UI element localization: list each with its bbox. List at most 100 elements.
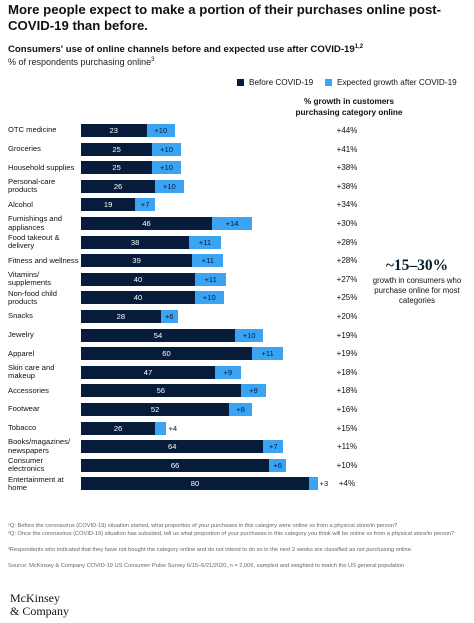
- bar-growth-value: +10: [242, 330, 256, 340]
- category-label: Snacks: [8, 311, 33, 321]
- bar-before-value: 38: [130, 237, 140, 247]
- bar-before-covid: [81, 384, 241, 398]
- bar-growth-value: +10: [160, 144, 173, 154]
- bar-before-value: 40: [133, 274, 143, 284]
- growth-percent: +25%: [336, 293, 358, 303]
- bar-growth-value: +8: [236, 405, 245, 414]
- bar-before-covid: [81, 142, 153, 156]
- growth-column-header: % growth in customers purchasing categor…: [295, 97, 403, 117]
- bar-before-covid: [81, 403, 230, 416]
- bar-before-value: 25: [112, 163, 121, 173]
- bar-growth-value: +10: [160, 163, 173, 173]
- bar-expected-growth: [252, 347, 284, 361]
- category-label: Household supplies: [8, 162, 75, 172]
- growth-percent: +19%: [336, 349, 358, 359]
- bar-before-covid: [81, 310, 161, 323]
- growth-percent: +30%: [336, 219, 358, 228]
- bar-before-covid: [81, 179, 156, 193]
- category-label: Jewelry: [8, 329, 34, 339]
- bar-before-value: 23: [109, 126, 118, 135]
- bar-expected-growth: [214, 365, 241, 379]
- bar-before-covid: [81, 124, 147, 137]
- category-label: Furnishings and appliances: [8, 214, 63, 232]
- growth-percent: +10%: [336, 460, 358, 470]
- growth-percent: +28%: [336, 237, 358, 247]
- bar-before-value: 28: [116, 312, 126, 321]
- bar-before-covid: [81, 235, 190, 249]
- legend-swatch-after: [325, 79, 332, 86]
- bar-before-covid: [81, 421, 156, 435]
- chart-unit-note: % of respondents purchasing online3: [8, 57, 154, 67]
- growth-percent: +27%: [336, 274, 358, 284]
- bar-growth-value: +6: [273, 460, 282, 470]
- bar-growth-value: +6: [165, 312, 174, 321]
- callout-text: growth in consumers who purchase online …: [372, 276, 462, 306]
- category-label: Books/magazines/ newspapers: [8, 437, 71, 455]
- subtitle-footnote-ref: 1,2: [354, 44, 364, 50]
- growth-percent: +16%: [336, 405, 358, 414]
- bar-before-value: 52: [150, 405, 160, 414]
- bar-expected-growth: [155, 421, 167, 435]
- growth-percent: +44%: [336, 126, 358, 135]
- footnote-3: ³Respondents who indicated that they hav…: [8, 547, 413, 553]
- category-label: Non-food child products: [8, 288, 57, 306]
- bar-expected-growth: [212, 217, 252, 230]
- bar-expected-growth: [269, 458, 287, 472]
- logo-line-2: & Company: [10, 603, 69, 618]
- bar-before-value: 46: [142, 219, 151, 228]
- bar-before-covid: [81, 198, 136, 212]
- bar-before-covid: [81, 217, 213, 230]
- category-label: Alcohol: [8, 199, 33, 209]
- bar-before-value: 40: [133, 293, 143, 303]
- growth-percent: +28%: [336, 256, 358, 266]
- growth-percent: +18%: [336, 386, 358, 396]
- bar-growth-value: +11: [201, 256, 214, 266]
- bar-growth-value: +4: [168, 423, 178, 433]
- unit-text: % of respondents purchasing online: [8, 57, 152, 67]
- bar-expected-growth: [152, 161, 181, 175]
- bar-before-value: 80: [190, 479, 200, 489]
- bar-expected-growth: [234, 328, 264, 342]
- bar-expected-growth: [160, 310, 178, 323]
- category-label: Accessories: [8, 385, 49, 395]
- bar-before-covid: [81, 328, 235, 342]
- growth-percent: +11%: [336, 442, 358, 452]
- bar-before-covid: [81, 291, 195, 305]
- bar-expected-growth: [155, 179, 184, 193]
- growth-percent: +41%: [336, 144, 358, 154]
- footnote-2: ²Q: Once the coronavirus (COVID-19) situ…: [8, 531, 455, 537]
- bar-before-value: 54: [153, 330, 163, 340]
- bar-growth-value: +9: [249, 386, 258, 396]
- bar-expected-growth: [195, 272, 227, 286]
- bar-growth-value: +9: [223, 367, 233, 377]
- growth-percent: +18%: [336, 367, 358, 377]
- bar-expected-growth: [152, 142, 181, 156]
- bar-growth-value: +10: [202, 293, 216, 303]
- legend-after: Expected growth after COVID-19: [325, 78, 457, 87]
- bar-growth-value: +7: [269, 442, 278, 452]
- bar-expected-growth: [192, 254, 224, 268]
- logo-line-1: McKinsey: [10, 591, 60, 605]
- chart-subtitle: Consumers' use of online channels before…: [8, 44, 458, 55]
- bar-growth-value: +7: [140, 200, 150, 210]
- bar-before-value: 66: [170, 460, 180, 470]
- bar-before-value: 60: [162, 349, 171, 359]
- legend-before: Before COVID-19: [237, 78, 313, 87]
- category-label: Food takeout & delivery: [8, 232, 60, 251]
- bar-growth-value: +3: [319, 479, 329, 489]
- bar-before-value: 26: [113, 181, 123, 191]
- legend-swatch-before: [237, 79, 244, 86]
- bar-growth-value: +10: [154, 126, 168, 135]
- bar-before-value: 39: [132, 256, 141, 266]
- bar-expected-growth: [309, 477, 318, 491]
- bar-growth-value: +14: [225, 219, 239, 228]
- growth-percent: +38%: [336, 163, 358, 173]
- callout-headline: ~15–30%: [385, 257, 449, 274]
- category-label: Vitamins/ supplements: [8, 270, 52, 288]
- category-label: Entertainment at home: [8, 474, 64, 492]
- bar-expected-growth: [195, 291, 224, 305]
- bar-expected-growth: [263, 440, 284, 454]
- bar-before-value: 47: [143, 367, 153, 377]
- growth-percent: +19%: [336, 330, 358, 340]
- bar-before-covid: [81, 347, 252, 361]
